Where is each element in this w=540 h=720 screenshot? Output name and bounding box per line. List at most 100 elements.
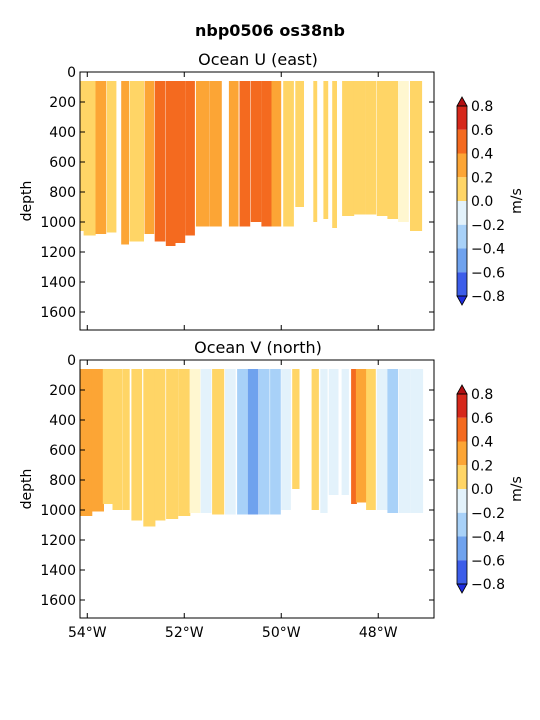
panel-title: Ocean V (north) bbox=[194, 338, 322, 357]
profile-column-28 bbox=[387, 369, 399, 513]
y-tick-label-1600: 1600 bbox=[40, 593, 76, 609]
profile-column-20 bbox=[311, 369, 319, 510]
y-tick-label-200: 200 bbox=[49, 95, 76, 111]
colorbar-tick-label-3: 0.2 bbox=[471, 170, 493, 186]
colorbar-label: m/s bbox=[509, 476, 525, 502]
colorbar-tick-label-2: 0.4 bbox=[471, 435, 493, 451]
profile-column-15 bbox=[247, 369, 259, 515]
colorbar-bin-5 bbox=[457, 224, 467, 249]
axis-ticks: 0 200 400 600 800 1000 1200 1400 1600 bbox=[40, 65, 434, 330]
y-tick-label-0: 0 bbox=[67, 65, 76, 81]
y-tick-label-400: 400 bbox=[49, 125, 76, 141]
data-field bbox=[79, 81, 423, 246]
colorbar-tick-label-0: 0.8 bbox=[471, 99, 493, 115]
profile-column-2 bbox=[102, 369, 113, 504]
profile-column-18 bbox=[281, 369, 291, 510]
profile-column-8 bbox=[166, 369, 179, 519]
profile-column-4 bbox=[121, 81, 129, 245]
colorbar-label: m/s bbox=[509, 188, 525, 214]
profile-column-18 bbox=[283, 81, 294, 227]
colorbar-tick-label-6: −0.4 bbox=[471, 530, 505, 546]
profile-column-27 bbox=[376, 369, 388, 510]
profile-column-26 bbox=[366, 369, 376, 510]
colorbar-bin-2 bbox=[457, 441, 467, 466]
y-tick-label-600: 600 bbox=[49, 155, 76, 171]
colorbar-tick-label-4: 0.0 bbox=[471, 194, 493, 210]
colorbar-bin-4 bbox=[457, 201, 467, 225]
profile-column-9 bbox=[178, 369, 191, 516]
profile-column-26 bbox=[376, 81, 388, 216]
colorbar-tick-label-3: 0.2 bbox=[471, 458, 493, 474]
colorbar-tick-label-8: −0.8 bbox=[471, 289, 505, 305]
profile-column-6 bbox=[144, 81, 155, 234]
y-tick-label-800: 800 bbox=[49, 185, 76, 201]
colorbar-tick-label-7: −0.6 bbox=[471, 553, 505, 569]
profile-column-12 bbox=[212, 369, 225, 515]
profile-column-23 bbox=[342, 81, 355, 216]
profile-column-7 bbox=[154, 369, 166, 521]
profile-column-20 bbox=[313, 81, 318, 222]
colorbar-bin-7 bbox=[457, 272, 467, 297]
colorbar-tick-label-1: 0.6 bbox=[471, 411, 493, 427]
profile-column-5 bbox=[129, 81, 144, 242]
profile-column-14 bbox=[237, 369, 248, 515]
colorbar-outline bbox=[456, 393, 468, 585]
y-tick-label-1200: 1200 bbox=[40, 245, 76, 261]
x-tick-label-3: 48°W bbox=[359, 625, 398, 641]
profile-column-0 bbox=[79, 81, 86, 231]
colorbar-tick-label-0: 0.8 bbox=[471, 387, 493, 403]
profile-column-10 bbox=[189, 369, 201, 513]
profile-column-10 bbox=[185, 81, 195, 236]
colorbar-extend-max bbox=[456, 384, 468, 395]
x-tick-label-1: 52°W bbox=[165, 625, 204, 641]
profile-column-27 bbox=[387, 81, 399, 219]
profile-column-15 bbox=[250, 81, 262, 222]
colorbar-tick-label-1: 0.6 bbox=[471, 123, 493, 139]
colorbar-bin-1 bbox=[457, 417, 467, 442]
profile-column-25 bbox=[365, 81, 377, 215]
colorbar-bin-1 bbox=[457, 129, 467, 154]
colorbar-bin-3 bbox=[457, 465, 467, 490]
colorbar-bin-6 bbox=[457, 536, 467, 561]
colorbar-tick-label-5: −0.2 bbox=[471, 506, 505, 522]
y-axis-label: depth bbox=[19, 181, 35, 222]
colorbar-outline bbox=[456, 105, 468, 297]
y-tick-label-1000: 1000 bbox=[40, 503, 76, 519]
profile-column-24 bbox=[353, 81, 366, 215]
axis-ticks: 0 200 400 600 800 1000 1200 1400 1600 54°W 52°W 50°… bbox=[40, 353, 434, 641]
profile-column-17 bbox=[270, 369, 281, 515]
profile-column-16 bbox=[261, 81, 273, 227]
profile-column-29 bbox=[398, 369, 411, 513]
profile-column-9 bbox=[175, 81, 186, 243]
profile-column-11 bbox=[195, 81, 210, 227]
profile-column-17 bbox=[271, 81, 282, 227]
profile-column-3 bbox=[112, 369, 123, 510]
colorbar-bin-0 bbox=[457, 394, 467, 418]
y-tick-label-800: 800 bbox=[49, 473, 76, 489]
colorbar-bin-7 bbox=[457, 560, 467, 585]
profile-column-22 bbox=[332, 81, 337, 228]
profile-column-2 bbox=[95, 81, 107, 234]
profile-column-16 bbox=[258, 369, 270, 515]
plot-frame bbox=[79, 71, 435, 331]
y-axis-label: depth bbox=[19, 469, 35, 510]
panel-title: Ocean U (east) bbox=[198, 50, 318, 69]
y-tick-label-200: 200 bbox=[49, 383, 76, 399]
profile-column-7 bbox=[154, 81, 166, 242]
profile-column-1 bbox=[83, 81, 96, 236]
data-field bbox=[80, 369, 424, 527]
profile-column-25 bbox=[355, 369, 367, 503]
profile-column-6 bbox=[143, 369, 156, 527]
y-tick-label-600: 600 bbox=[49, 443, 76, 459]
panel-ocean-v: Ocean V (north) depth 0 200 400 600 800 1000 1… bbox=[19, 338, 525, 641]
colorbar-bin-0 bbox=[457, 106, 467, 130]
profile-column-13 bbox=[228, 81, 239, 227]
y-tick-label-400: 400 bbox=[49, 413, 76, 429]
colorbar-tick-label-8: −0.8 bbox=[471, 577, 505, 593]
plot-frame bbox=[79, 359, 435, 619]
profile-column-12 bbox=[209, 81, 222, 227]
profile-column-21 bbox=[323, 81, 329, 219]
colorbar-tick-label-5: −0.2 bbox=[471, 218, 505, 234]
profile-column-30 bbox=[411, 369, 424, 513]
